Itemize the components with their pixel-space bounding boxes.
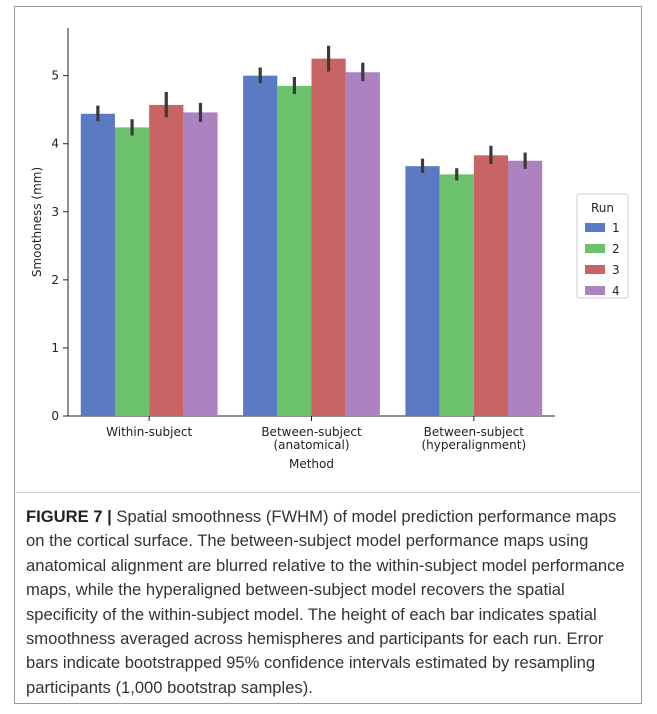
legend-label: 3 — [612, 263, 620, 277]
bar — [149, 104, 184, 416]
bar — [405, 166, 440, 416]
legend-label: 1 — [612, 221, 620, 235]
legend-swatch — [585, 265, 605, 274]
bar — [345, 72, 380, 417]
caption-divider — [14, 492, 642, 493]
x-tick-label: Between-subject — [424, 425, 525, 439]
y-tick-label: 0 — [51, 409, 59, 423]
bar — [114, 127, 150, 417]
x-tick-label: Between-subject — [261, 425, 362, 439]
bar — [277, 85, 312, 416]
bar — [439, 174, 474, 416]
frame-top-border — [14, 6, 642, 7]
x-tick-label: (hyperalignment) — [422, 438, 527, 452]
bar — [243, 75, 278, 417]
y-tick-label: 2 — [51, 273, 59, 287]
legend-swatch — [585, 223, 605, 232]
legend-label: 4 — [612, 284, 620, 298]
figure-frame — [14, 6, 642, 704]
caption-label: FIGURE 7 | — [26, 507, 112, 526]
bar-chart: 0 1 2 3 4 5 Smoothness (mm) Within-subject Betwe… — [30, 28, 629, 471]
y-axis-label: Smoothness (mm) — [30, 167, 44, 277]
x-axis-label: Method — [289, 457, 334, 471]
legend-label: 2 — [612, 242, 620, 256]
legend-title: Run — [591, 201, 614, 215]
y-tick-label: 4 — [51, 137, 59, 151]
bar — [80, 113, 115, 416]
bar — [183, 112, 218, 417]
figure-caption: FIGURE 7 | Spatial smoothness (FWHM) of … — [26, 505, 632, 700]
y-tick-label: 3 — [51, 205, 59, 219]
legend-swatch — [585, 286, 605, 295]
legend-swatch — [585, 244, 605, 253]
x-tick-label: (anatomical) — [273, 438, 349, 452]
x-tick-label: Within-subject — [106, 425, 192, 439]
caption-text: Spatial smoothness (FWHM) of model predi… — [26, 507, 625, 697]
y-tick-label: 5 — [51, 69, 59, 83]
frame-bottom-border — [14, 703, 642, 704]
bar — [311, 58, 346, 416]
bar — [508, 160, 543, 416]
y-tick-label: 1 — [51, 341, 59, 355]
bar — [473, 155, 509, 416]
